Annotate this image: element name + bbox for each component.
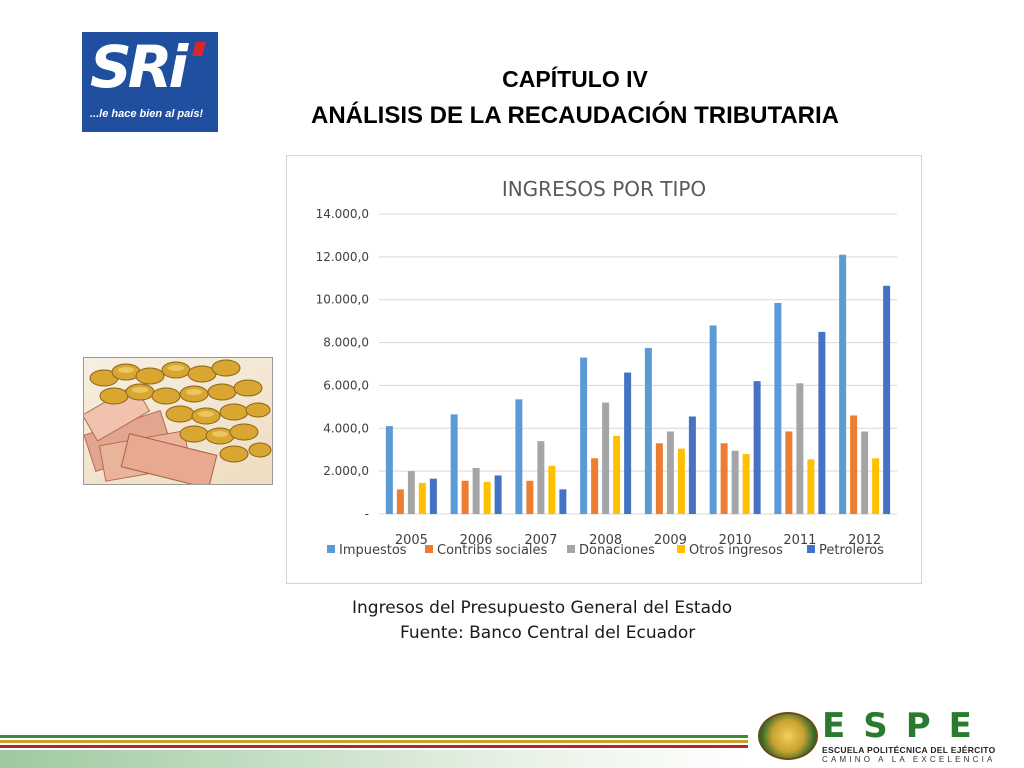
bar-contribs-sociales-2010: [720, 443, 728, 514]
bar-petroleros-2010: [753, 381, 761, 514]
bar-contribs-sociales-2009: [655, 443, 663, 514]
bar-petroleros-2006: [494, 475, 502, 514]
bar-donaciones-2009: [666, 431, 674, 514]
sri-logo: SRi ...le hace bien al país!: [82, 32, 218, 132]
bar-impuestos-2009: [644, 347, 652, 514]
legend-swatch: [327, 545, 335, 553]
bar-impuestos-2005: [385, 426, 393, 514]
bar-otros-ingresos-2006: [483, 481, 491, 514]
y-tick-label: 4.000,0: [323, 421, 369, 435]
y-tick-label: 8.000,0: [323, 336, 369, 350]
bar-donaciones-2012: [861, 431, 869, 514]
sri-logo-accent: [192, 42, 206, 56]
x-tick-label: 2010: [719, 533, 752, 548]
caption-line-1: Ingresos del Presupuesto General del Est…: [352, 598, 733, 618]
espe-letters: ESPE: [822, 706, 990, 746]
chart-frame: INGRESOS POR TIPO - 2.000,0 4.000,0 6.000,0…: [286, 155, 922, 584]
legend-label: Petroleros: [819, 543, 884, 558]
chapter-subtitle: ANÁLISIS DE LA RECAUDACIÓN TRIBUTARIA: [311, 102, 839, 129]
bar-petroleros-2009: [688, 416, 696, 514]
legend-label: Otros ingresos: [689, 543, 783, 558]
y-tick-label: 12.000,0: [316, 250, 369, 264]
sri-logo-tagline: ...le hace bien al país!: [90, 108, 204, 120]
y-tick-label: 2.000,0: [323, 464, 369, 478]
bar-otros-ingresos-2012: [872, 458, 880, 514]
bar-petroleros-2008: [624, 372, 632, 514]
chapter-title: CAPÍTULO IV: [502, 66, 648, 92]
bar-contribs-sociales-2005: [396, 489, 404, 514]
y-tick-label: -: [365, 507, 369, 521]
legend-swatch: [425, 545, 433, 553]
bar-contribs-sociales-2012: [850, 415, 858, 514]
bar-impuestos-2007: [515, 399, 523, 514]
y-tick-label: 14.000,0: [316, 207, 369, 221]
legend-swatch: [677, 545, 685, 553]
bar-petroleros-2005: [429, 478, 437, 514]
legend-label: Donaciones: [579, 543, 655, 558]
bar-contribs-sociales-2008: [591, 458, 599, 514]
y-tick-label: 6.000,0: [323, 378, 369, 392]
bar-otros-ingresos-2011: [807, 459, 815, 514]
x-tick-label: 2009: [654, 533, 687, 548]
income-by-type-chart: INGRESOS POR TIPO - 2.000,0 4.000,0 6.000,0…: [316, 177, 897, 558]
bar-impuestos-2006: [450, 414, 458, 514]
footer-band: [0, 750, 748, 768]
footer-stripe-red: [0, 745, 748, 748]
x-tick-label: 2006: [460, 533, 493, 548]
bar-donaciones-2006: [472, 467, 480, 514]
bar-otros-ingresos-2009: [677, 448, 685, 514]
x-tick-label: 2012: [848, 533, 881, 548]
caption-line-2: Fuente: Banco Central del Ecuador: [400, 623, 696, 643]
bar-petroleros-2007: [559, 489, 567, 514]
bar-petroleros-2011: [818, 331, 826, 514]
espe-name: ESCUELA POLITÉCNICA DEL EJÉRCITO: [822, 745, 996, 755]
bar-donaciones-2008: [602, 402, 610, 514]
y-tick-label: 10.000,0: [316, 293, 369, 307]
legend-label: Contribs sociales: [437, 543, 548, 558]
bar-otros-ingresos-2010: [742, 454, 750, 514]
bar-contribs-sociales-2007: [526, 480, 534, 514]
bar-donaciones-2005: [407, 471, 415, 514]
footer-stripe-green: [0, 735, 748, 738]
chart-title: INGRESOS POR TIPO: [502, 177, 706, 201]
x-tick-label: 2005: [395, 533, 428, 548]
coins-image: [83, 357, 273, 485]
bar-impuestos-2010: [709, 325, 717, 514]
bar-impuestos-2011: [774, 302, 782, 514]
legend-swatch: [567, 545, 575, 553]
bar-donaciones-2007: [537, 441, 545, 514]
bar-impuestos-2012: [839, 254, 847, 514]
x-tick-label: 2011: [783, 533, 816, 548]
espe-motto: CAMINO A LA EXCELENCIA: [822, 755, 996, 764]
bar-otros-ingresos-2007: [548, 465, 556, 514]
bar-otros-ingresos-2005: [418, 482, 426, 514]
bar-donaciones-2010: [731, 450, 739, 514]
sri-logo-text: SRi: [90, 33, 188, 101]
bar-donaciones-2011: [796, 383, 804, 514]
bar-contribs-sociales-2006: [461, 480, 469, 514]
bar-otros-ingresos-2008: [613, 435, 621, 514]
bar-petroleros-2012: [883, 285, 891, 514]
footer-stripe-gold: [0, 740, 748, 743]
espe-seal-icon: [758, 712, 818, 760]
x-tick-label: 2007: [524, 533, 557, 548]
x-tick-label: 2008: [589, 533, 622, 548]
bar-impuestos-2008: [580, 357, 588, 514]
legend-swatch: [807, 545, 815, 553]
espe-logo: ESPE ESCUELA POLITÉCNICA DEL EJÉRCITO CA…: [758, 706, 1018, 764]
legend-label: Impuestos: [339, 543, 407, 558]
bar-contribs-sociales-2011: [785, 431, 793, 514]
